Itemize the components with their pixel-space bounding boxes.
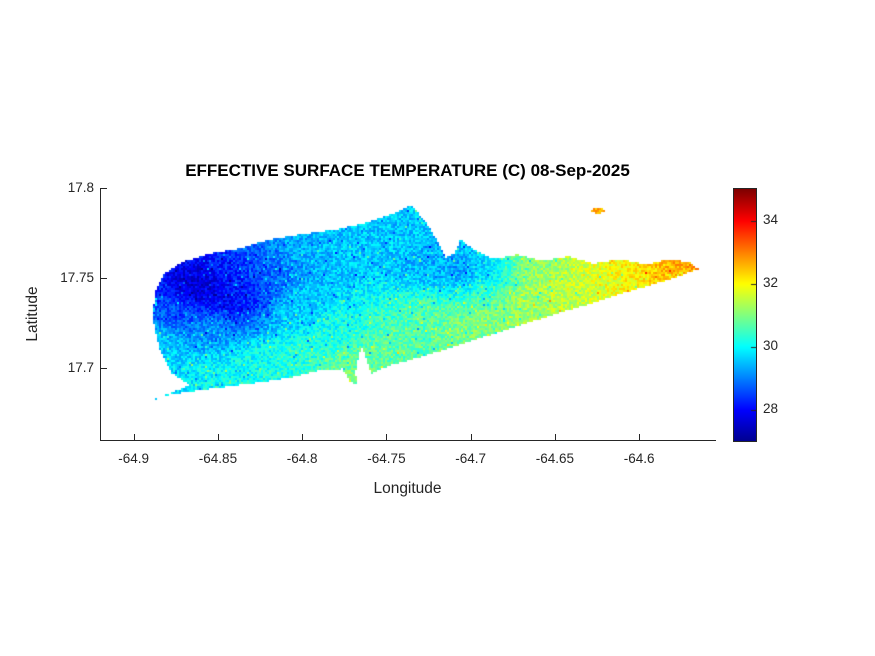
y-tick-label: 17.7 [67,360,94,375]
y-tick-mark [101,278,107,279]
x-tick-mark [555,434,556,440]
colorbar-tick-label: 34 [763,211,779,227]
x-tick-label: -64.6 [623,451,655,466]
colorbar-tick-label: 28 [763,400,779,416]
x-tick-mark [639,434,640,440]
x-tick-label: -64.85 [198,451,238,466]
y-tick-mark [101,368,107,369]
y-tick-label: 17.75 [60,270,94,285]
heatmap-canvas [101,188,716,440]
x-tick-label: -64.9 [118,451,150,466]
x-tick-mark [218,434,219,440]
x-tick-label: -64.7 [455,451,487,466]
x-tick-mark [471,434,472,440]
x-axis-label: Longitude [373,480,442,497]
y-axis-label: Latitude [24,286,41,342]
colorbar-tick-label: 30 [763,337,779,353]
y-tick-label: 17.8 [67,180,94,195]
y-tick-mark [101,188,107,189]
x-tick-label: -64.65 [535,451,575,466]
x-tick-mark [134,434,135,440]
x-tick-label: -64.8 [286,451,318,466]
plot-area [100,188,716,441]
colorbar [733,188,757,442]
x-tick-mark [386,434,387,440]
x-tick-mark [302,434,303,440]
x-tick-label: -64.75 [367,451,406,466]
chart-title: EFFECTIVE SURFACE TEMPERATURE (C) 08-Sep… [185,161,630,180]
colorbar-tick-label: 32 [763,274,779,290]
